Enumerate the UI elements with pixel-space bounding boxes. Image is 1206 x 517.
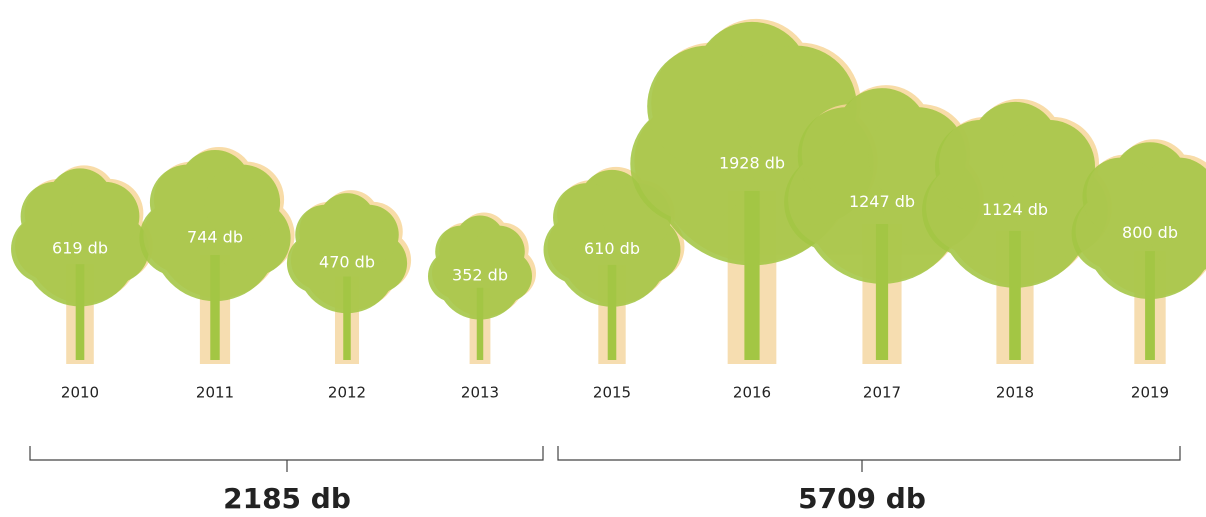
value-label: 1247 db <box>849 192 915 211</box>
total-label: 2185 db <box>223 482 351 515</box>
year-label: 2010 <box>61 384 99 402</box>
year-label: 2013 <box>461 384 499 402</box>
value-label: 800 db <box>1122 223 1178 242</box>
bracket-left <box>30 446 543 472</box>
tree <box>11 165 153 364</box>
value-label: 352 db <box>452 266 508 285</box>
tree <box>139 147 294 364</box>
bracket-right <box>558 446 1180 472</box>
tree <box>1072 139 1206 364</box>
infographic: 2185 db 5709 db 619 db 2010 744 db 2011 470 … <box>0 0 1206 517</box>
year-label: 2012 <box>328 384 366 402</box>
total-label: 5709 db <box>798 482 926 515</box>
year-label: 2011 <box>196 384 234 402</box>
year-label: 2018 <box>996 384 1034 402</box>
tree <box>287 190 411 364</box>
tree <box>428 213 536 364</box>
value-label: 744 db <box>187 228 243 247</box>
value-label: 470 db <box>319 253 375 272</box>
value-label: 610 db <box>584 239 640 258</box>
year-label: 2015 <box>593 384 631 402</box>
year-label: 2019 <box>1131 384 1169 402</box>
year-label: 2017 <box>863 384 901 402</box>
value-label: 619 db <box>52 238 108 257</box>
year-label: 2016 <box>733 384 771 402</box>
value-label: 1124 db <box>982 200 1048 219</box>
value-label: 1928 db <box>719 153 785 172</box>
